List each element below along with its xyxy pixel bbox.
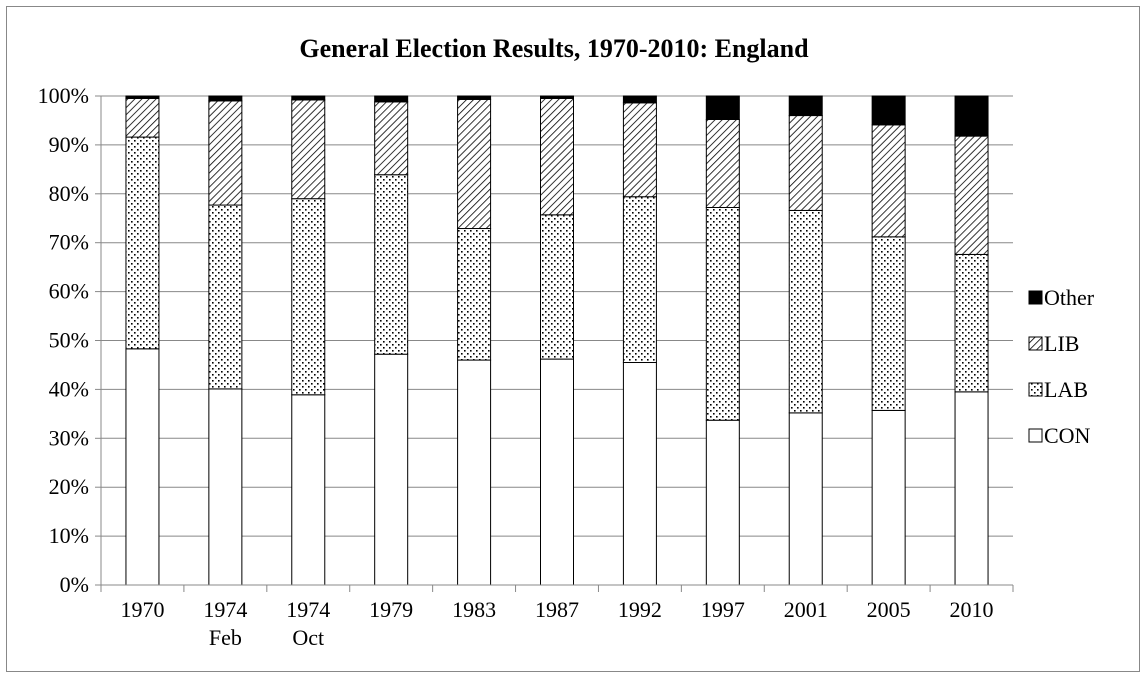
bar-segment-lib (871, 124, 906, 238)
x-axis-ticks: 1970 1974 Feb 1974 Oct 1979 1983 1987 1992 1997 20… (100, 585, 1014, 650)
legend-label-lab: LAB (1044, 377, 1088, 402)
x-tick-label: 1979 (369, 597, 413, 622)
bar-segment-con (125, 348, 160, 586)
x-tick-label: Oct (292, 625, 324, 650)
legend-label-lib: LIB (1044, 331, 1079, 356)
legend: Other LIB LAB CON (1028, 285, 1095, 448)
bar-segment-other (125, 95, 160, 99)
legend-swatch-other (1028, 290, 1043, 305)
bar-segment-con (788, 412, 823, 586)
bar-segment-other (871, 95, 906, 126)
bar-segment-con (374, 353, 409, 586)
y-tick-label: 30% (49, 425, 89, 450)
x-tick-label: 2005 (867, 597, 911, 622)
y-tick-label: 20% (49, 474, 89, 499)
x-tick-label: 2010 (950, 597, 994, 622)
bars (125, 95, 989, 586)
bar-segment-lib (374, 101, 409, 176)
bar-segment-con (705, 419, 740, 586)
bar-segment-lab (871, 236, 906, 411)
bar-segment-lib (705, 118, 740, 208)
bar-segment-con (871, 409, 906, 586)
bar-segment-lab (457, 228, 492, 361)
bar-segment-other (457, 95, 492, 100)
bar-segment-lib (788, 115, 823, 211)
bar-segment-con (622, 362, 657, 586)
stacked-bar-chart: General Election Results, 1970-2010: Eng… (38, 34, 1095, 650)
bar-segment-con (208, 388, 243, 586)
y-tick-label: 70% (49, 230, 89, 255)
bar-segment-other (208, 95, 243, 102)
y-tick-label: 10% (49, 523, 89, 548)
bar-segment-lab (705, 206, 740, 421)
bar-segment-lib (540, 97, 574, 216)
y-tick-label: 40% (49, 376, 89, 401)
y-tick-label: 100% (38, 83, 89, 108)
x-tick-label: 1992 (618, 597, 662, 622)
y-axis-ticks: 0% 10% 20% 30% 40% 50% 60% 70% 80% 90% 100% (38, 83, 101, 597)
x-tick-label: 1970 (120, 597, 164, 622)
bar-segment-other (954, 95, 989, 137)
chart-frame: General Election Results, 1970-2010: Eng… (6, 6, 1140, 672)
legend-swatch-lab (1028, 382, 1043, 397)
bar-segment-lab (291, 198, 326, 396)
chart-title: General Election Results, 1970-2010: Eng… (299, 34, 809, 63)
bar-segment-con (954, 391, 989, 586)
bar-segment-other (788, 95, 823, 117)
legend-label-other: Other (1044, 285, 1095, 310)
bar-segment-other (374, 95, 409, 103)
y-tick-label: 80% (49, 181, 89, 206)
x-tick-label: 1974 (286, 597, 330, 622)
bar-segment-other (705, 95, 740, 120)
axes (100, 96, 1013, 586)
bar-segment-con (291, 394, 326, 586)
bar-segment-lib (291, 99, 326, 200)
bar-segment-lib (457, 98, 492, 230)
x-tick-label: 1997 (701, 597, 745, 622)
bar-segment-lib (125, 97, 160, 138)
x-tick-label: 1983 (452, 597, 496, 622)
bar-segment-other (291, 95, 326, 101)
x-tick-label: 2001 (784, 597, 828, 622)
bar-segment-lab (125, 136, 160, 350)
bar-segment-lab (540, 214, 574, 360)
bar-segment-lab (788, 209, 823, 414)
bar-segment-lib (622, 102, 657, 198)
y-tick-label: 0% (60, 572, 89, 597)
legend-label-con: CON (1044, 423, 1091, 448)
x-tick-label: 1987 (535, 597, 579, 622)
bar-segment-lab (954, 253, 989, 393)
bar-segment-other (540, 95, 574, 99)
bar-segment-other (622, 95, 657, 104)
legend-swatch-con (1028, 428, 1043, 443)
legend-swatch-lib (1028, 336, 1043, 351)
y-tick-label: 90% (49, 132, 89, 157)
y-tick-label: 60% (49, 279, 89, 304)
bar-segment-lib (208, 100, 243, 206)
x-tick-label: 1974 (203, 597, 247, 622)
bar-segment-con (540, 358, 574, 586)
bar-segment-lab (622, 196, 657, 364)
bar-segment-lab (208, 204, 243, 390)
y-tick-label: 50% (49, 328, 89, 353)
bar-segment-lib (954, 135, 989, 255)
x-tick-label: Feb (209, 625, 242, 650)
bar-segment-lab (374, 174, 409, 355)
bar-segment-con (457, 359, 492, 586)
